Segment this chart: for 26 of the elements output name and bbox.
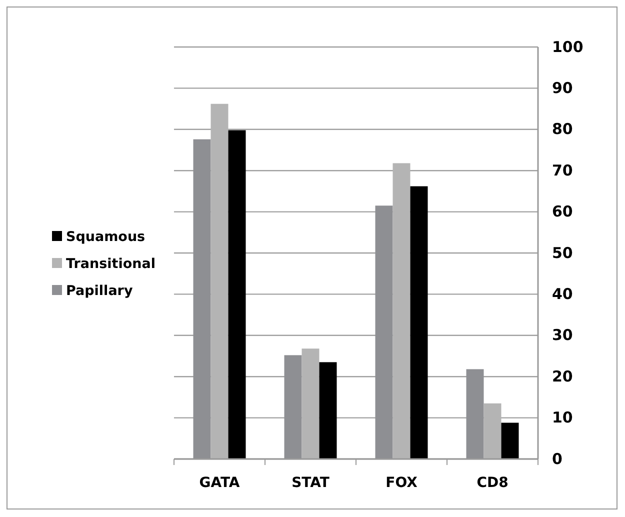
x-tick-label: FOX <box>386 474 418 491</box>
bar <box>319 362 337 459</box>
x-tick-label: GATA <box>199 474 240 491</box>
x-tick-label: STAT <box>292 474 330 491</box>
legend-label: Squamous <box>66 229 146 245</box>
y-tick-label: 80 <box>552 120 573 138</box>
y-tick-label: 100 <box>552 38 584 56</box>
y-tick-label: 60 <box>552 202 573 221</box>
y-tick-label: 70 <box>552 161 573 180</box>
y-tick-label: 20 <box>552 367 573 386</box>
bar <box>228 130 246 459</box>
bar <box>392 163 410 459</box>
y-tick-label: 30 <box>552 326 573 344</box>
legend-label: Papillary <box>66 283 133 299</box>
bar <box>410 186 428 459</box>
bar <box>302 348 320 459</box>
y-tick-label: 50 <box>552 244 573 262</box>
y-tick-label: 10 <box>552 408 573 427</box>
bar <box>210 104 228 459</box>
bar <box>484 403 502 459</box>
y-tick-label: 90 <box>552 79 573 97</box>
x-tick-label: CD8 <box>476 474 508 491</box>
y-tick-label: 40 <box>552 285 573 303</box>
legend-label: Transitional <box>66 256 156 272</box>
y-tick-label: 0 <box>552 450 562 468</box>
bar <box>501 422 519 459</box>
